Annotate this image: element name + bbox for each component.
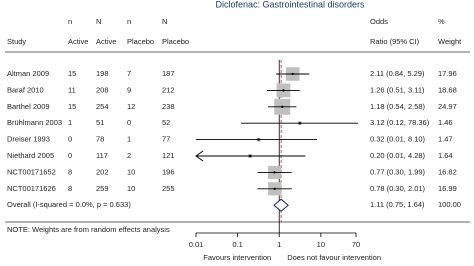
cell-n-active: 208: [96, 85, 109, 94]
cell-n-placebo: 238: [162, 102, 175, 111]
column-header: N: [96, 17, 101, 26]
cell-n-active: 51: [96, 118, 104, 127]
x-tick-label: 0.1: [232, 240, 242, 249]
cell-weight: 1.47: [438, 135, 453, 144]
cell-n-placebo: 10: [127, 184, 135, 193]
cell-n-placebo: 9: [127, 85, 131, 94]
cell-ci-label: 1.26 (0.51, 3.11): [370, 85, 425, 94]
cell-ci-label: 3.12 (0.12, 78.36): [370, 118, 430, 127]
cell-n-placebo: 121: [162, 151, 175, 160]
column-header: Placebo: [162, 37, 189, 46]
column-header: Odds: [370, 17, 388, 26]
point-estimate: [282, 89, 285, 92]
column-header: n: [68, 17, 72, 26]
cell-n-placebo: 212: [162, 85, 175, 94]
cell-name: Dreiser 1993: [7, 135, 50, 144]
overall-ci: 1.11 (0.75, 1.64): [370, 200, 425, 209]
cell-n-active: 117: [96, 151, 108, 160]
cell-name: Baraf 2010: [7, 85, 44, 94]
cell-n-active: 78: [96, 135, 104, 144]
cell-ci-label: 0.32 (0.01, 8.10): [370, 135, 426, 144]
cell-name: Brühlmann 2003: [7, 118, 62, 127]
x-tick-label: 0.01: [189, 240, 204, 249]
column-header: n: [127, 17, 131, 26]
cell-n-active: 8: [68, 184, 72, 193]
column-header: Study: [7, 37, 26, 46]
cell-n-placebo: 7: [127, 69, 131, 78]
cell-name: Barthel 2009: [7, 102, 50, 111]
cell-n-placebo: 2: [127, 151, 131, 160]
cell-weight: 16.99: [438, 184, 457, 193]
column-header: Ratio (95% CI): [370, 37, 420, 46]
cell-n-placebo: 1: [127, 135, 131, 144]
overall-label: Overall (I-squared = 0.0%, p = 0.633): [7, 200, 131, 209]
cell-n-active: 0: [68, 135, 72, 144]
note: NOTE: Weights are from random effects an…: [7, 225, 170, 234]
cell-ci-label: 0.77 (0.30, 1.99): [370, 167, 426, 176]
cell-n-active: 8: [68, 167, 72, 176]
ci-arrow: [195, 150, 204, 162]
cell-n-placebo: 0: [127, 118, 131, 127]
cell-n-active: 259: [96, 184, 109, 193]
x-label-right: Does not favour intervention: [287, 253, 381, 262]
cell-n-placebo: 77: [162, 135, 170, 144]
cell-name: NCT00171626: [7, 184, 56, 193]
cell-name: Niethard 2005: [7, 151, 54, 160]
cell-weight: 1.46: [438, 118, 453, 127]
cell-weight: 18.68: [438, 85, 457, 94]
cell-weight: 24.97: [438, 102, 457, 111]
column-header: Placebo: [127, 37, 154, 46]
chart-title: Diclofenac: Gastrointestinal disorders: [215, 0, 365, 9]
cell-name: NCT00171652: [7, 167, 56, 176]
point-estimate: [248, 154, 252, 158]
point-estimate: [298, 122, 301, 125]
cell-n-placebo: 12: [127, 102, 135, 111]
x-tick-label: 10: [317, 240, 325, 249]
point-estimate: [291, 72, 294, 76]
column-header: Active: [68, 37, 88, 46]
cell-n-placebo: 196: [162, 167, 175, 176]
column-header: Active: [96, 37, 116, 46]
point-estimate: [281, 105, 284, 109]
overall-weight: 100.00: [438, 200, 461, 209]
point-estimate: [257, 138, 260, 141]
cell-n-active: 202: [96, 167, 109, 176]
cell-ci-label: 0.20 (0.01, 4.28): [370, 151, 426, 160]
cell-n-placebo: 187: [162, 69, 175, 78]
cell-n-placebo: 10: [127, 167, 135, 176]
cell-name: Altman 2009: [7, 69, 49, 78]
cell-n-active: 0: [68, 151, 72, 160]
point-estimate: [273, 187, 276, 190]
cell-n-active: 11: [68, 85, 76, 94]
cell-weight: 16.82: [438, 167, 457, 176]
cell-n-active: 198: [96, 69, 109, 78]
cell-n-placebo: 255: [162, 184, 175, 193]
cell-weight: 1.64: [438, 151, 453, 160]
cell-n-active: 15: [68, 102, 76, 111]
overall-diamond: [273, 198, 289, 212]
cell-ci-label: 0.78 (0.30, 2.01): [370, 184, 426, 193]
cell-n-active: 1: [68, 118, 72, 127]
column-header: N: [162, 17, 167, 26]
x-label-left: Favours intervention: [203, 253, 271, 262]
column-header: Weight: [438, 37, 462, 46]
cell-n-active: 254: [96, 102, 109, 111]
x-tick-label: 70: [352, 240, 360, 249]
column-header: %: [438, 17, 445, 26]
point-estimate: [273, 171, 276, 174]
x-tick-label: 1: [277, 240, 281, 249]
cell-ci-label: 1.18 (0.54, 2.58): [370, 102, 426, 111]
cell-ci-label: 2.11 (0.84, 5.29): [370, 69, 425, 78]
cell-weight: 17.96: [438, 69, 457, 78]
cell-n-placebo: 52: [162, 118, 170, 127]
cell-n-active: 15: [68, 69, 76, 78]
